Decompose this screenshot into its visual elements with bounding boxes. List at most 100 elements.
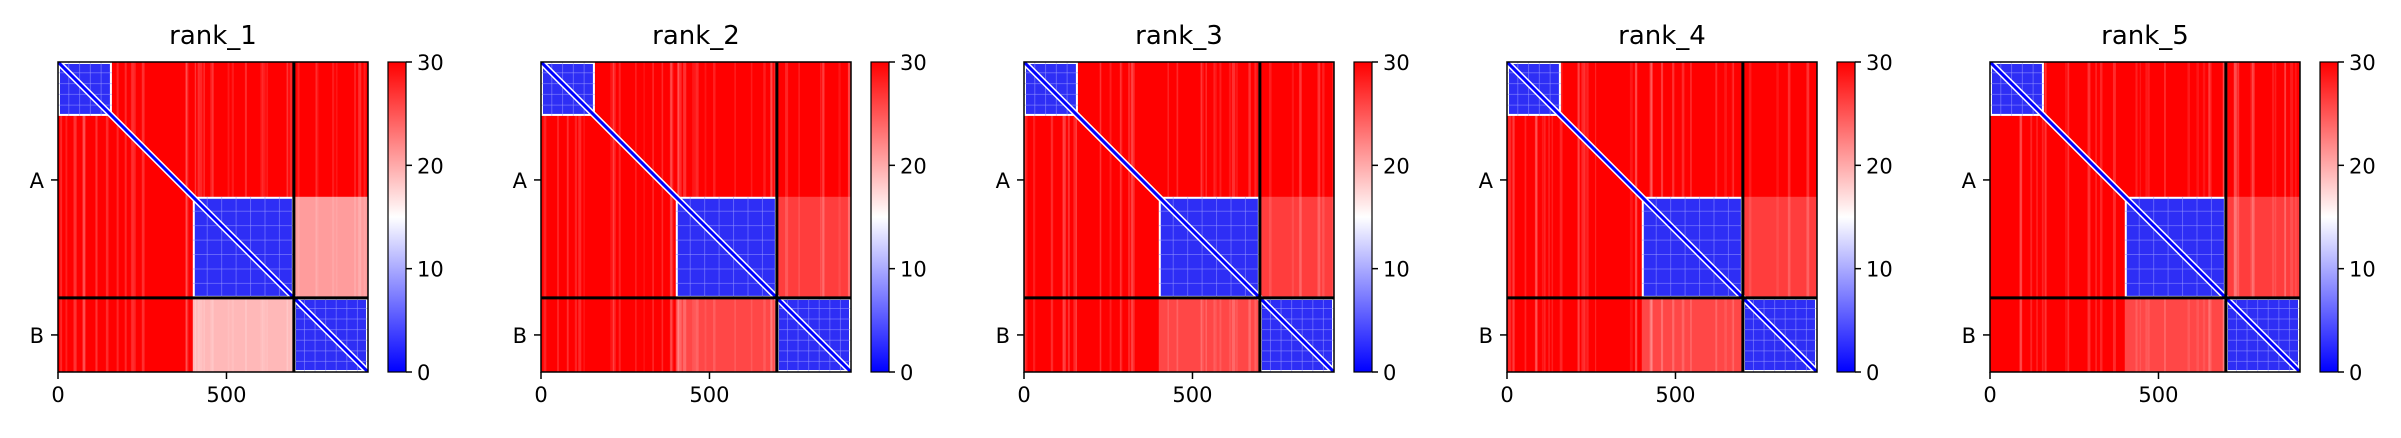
heatmap-frame <box>57 61 369 373</box>
stripe <box>1318 62 1321 372</box>
stripe <box>1322 62 1325 372</box>
heatmap-panel-1: rank_1 0 500 A B 0 10 20 30 <box>30 21 444 407</box>
y-tick-label: B <box>996 324 1010 348</box>
stripe <box>2234 62 2238 372</box>
stripe <box>363 62 366 372</box>
stripe <box>83 62 85 372</box>
stripe <box>1524 62 1527 372</box>
interchain-block-lower <box>1158 297 1260 372</box>
interchain-block-lower <box>192 297 294 372</box>
stripe <box>578 62 582 372</box>
stripe <box>574 62 577 372</box>
x-tick-label: 500 <box>2138 383 2178 407</box>
stripe <box>1067 62 1070 372</box>
stripe <box>1583 62 1586 372</box>
stripe <box>354 62 356 372</box>
stripe <box>335 62 338 372</box>
panel-title: rank_5 <box>2101 21 2189 51</box>
stripe <box>1577 62 1580 372</box>
colorbar-tick-label: 30 <box>900 51 927 75</box>
stripe <box>2237 62 2239 372</box>
stripe <box>2065 62 2067 372</box>
heatmap-panel-3: rank_3 0 500 A B 0 10 20 30 <box>996 21 1410 407</box>
stripe <box>1535 62 1538 372</box>
stripe <box>1776 62 1779 372</box>
stripe <box>315 62 319 372</box>
stripe <box>670 62 674 372</box>
colorbar-tick-label: 10 <box>900 258 927 282</box>
stripe <box>2284 62 2287 372</box>
colorbar-tick-label: 10 <box>1866 258 1893 282</box>
stripe <box>610 62 613 372</box>
stripe <box>124 62 127 372</box>
stripe <box>2284 62 2286 372</box>
stripe <box>1806 62 1810 372</box>
stripe <box>1119 62 1122 372</box>
stripe <box>1109 62 1112 372</box>
stripe <box>2036 62 2039 372</box>
heatmap-panel-2: rank_2 0 500 A B 0 10 20 30 <box>513 21 927 407</box>
x-tick-label: 0 <box>1983 383 1996 407</box>
interchain-block-lower <box>675 297 777 372</box>
x-tick-label: 0 <box>534 383 547 407</box>
y-tick-label: B <box>1479 324 1493 348</box>
interchain-block-upper <box>1742 196 1817 298</box>
stripe <box>2019 62 2023 372</box>
stripe <box>185 62 188 372</box>
stripe <box>1063 62 1067 372</box>
stripe <box>2087 62 2091 372</box>
stripe <box>1131 62 1135 372</box>
colorbar-tick-label: 10 <box>1383 258 1410 282</box>
colorbar-tick-label: 20 <box>417 154 444 178</box>
colorbar <box>387 61 407 373</box>
stripe <box>2251 62 2255 372</box>
stripe <box>1594 62 1597 372</box>
diagonal <box>1507 62 1817 372</box>
stripe <box>1025 62 1028 372</box>
stripe <box>2234 62 2238 372</box>
interchain-block-upper <box>2225 196 2300 298</box>
stripe <box>1535 62 1538 372</box>
stripe <box>1541 62 1544 372</box>
y-tick-label: A <box>513 169 528 193</box>
stripe <box>315 62 318 372</box>
stripe <box>643 62 645 372</box>
stripe <box>566 62 569 372</box>
stripe <box>1128 62 1131 372</box>
stripe <box>567 62 569 372</box>
stripe <box>2272 62 2275 372</box>
y-tick-label: B <box>30 324 44 348</box>
stripe <box>1748 62 1752 372</box>
stripe <box>1543 62 1546 372</box>
stripe <box>1032 62 1036 372</box>
interchain-block-upper <box>776 196 851 298</box>
panel-title: rank_1 <box>169 21 257 51</box>
colorbar <box>1836 61 1856 373</box>
stripe <box>1291 62 1294 372</box>
x-tick-label: 0 <box>1500 383 1513 407</box>
stripe <box>838 62 841 372</box>
stripe <box>612 62 615 372</box>
colorbar <box>2319 61 2339 373</box>
stripe <box>820 62 822 372</box>
stripe <box>821 62 825 372</box>
stripe <box>1024 62 1027 372</box>
stripe <box>185 62 189 372</box>
colorbar <box>870 61 890 373</box>
stripe <box>1075 62 1078 372</box>
interchain-block-upper <box>1259 196 1334 298</box>
stripe <box>1100 62 1102 372</box>
y-tick-label: A <box>30 169 45 193</box>
stripe <box>141 62 145 372</box>
stripe <box>2095 62 2097 372</box>
stripe <box>60 62 63 372</box>
stripe <box>1634 62 1637 372</box>
panel-title: rank_4 <box>1618 21 1706 51</box>
stripe <box>2294 62 2297 372</box>
y-tick-label: B <box>1962 324 1976 348</box>
stripe <box>297 62 300 372</box>
x-tick-label: 0 <box>51 383 64 407</box>
stripe <box>2112 62 2116 372</box>
colorbar-tick-label: 10 <box>417 258 444 282</box>
